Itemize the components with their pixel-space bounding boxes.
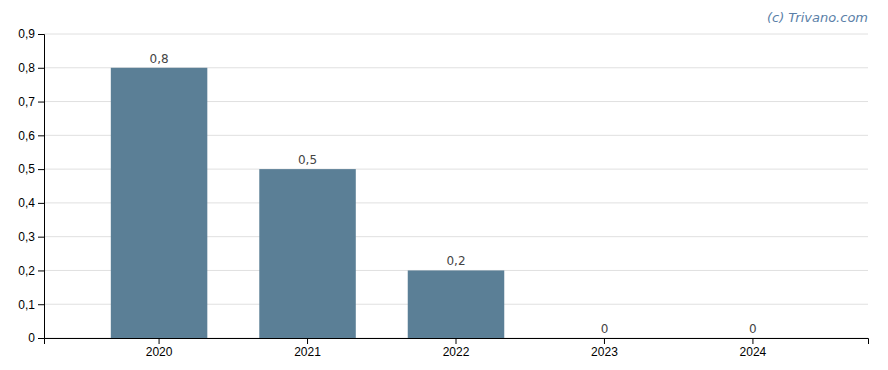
x-axis: 2020 2021 2022 2023 2024 — [45, 338, 869, 359]
plot: 0 0,1 0,2 0,3 0,4 0,5 0,6 0,7 0,8 0,9 2020 2021 2022… — [18, 27, 868, 358]
y-tick-mark — [38, 68, 44, 69]
data-label: 0 — [601, 322, 609, 336]
x-tick-mark — [159, 338, 160, 344]
y-tick-mark — [38, 338, 44, 339]
bars — [111, 68, 504, 338]
y-axis: 0 0,1 0,2 0,3 0,4 0,5 0,6 0,7 0,8 0,9 — [18, 27, 44, 345]
y-tick-label: 0,8 — [18, 61, 35, 75]
y-tick-mark — [38, 304, 44, 305]
y-tick: 0,8 — [18, 61, 44, 75]
x-tick: 2024 — [740, 338, 767, 359]
y-tick-mark — [38, 169, 44, 170]
bar — [111, 68, 208, 338]
x-tick-mark — [307, 338, 308, 344]
y-tick: 0,1 — [18, 298, 44, 312]
bar — [408, 270, 505, 338]
watermark: (c) Trivano.com — [767, 10, 868, 25]
y-tick-label: 0,3 — [18, 230, 35, 244]
y-tick-mark — [38, 270, 44, 271]
x-tick: 2023 — [591, 338, 618, 359]
y-tick-label: 0,2 — [18, 264, 35, 278]
x-tick-mark — [604, 338, 605, 344]
x-tick: 2020 — [146, 338, 173, 359]
x-tick: 2022 — [443, 338, 470, 359]
y-tick-mark — [38, 135, 44, 136]
y-tick-mark — [38, 34, 44, 35]
data-label: 0,8 — [150, 52, 169, 66]
y-tick-label: 0,6 — [18, 129, 35, 143]
chart: 0 0,1 0,2 0,3 0,4 0,5 0,6 0,7 0,8 0,9 2020 2021 2022… — [0, 0, 888, 370]
data-labels: 0,8 0,5 0,2 0 0 — [150, 52, 757, 336]
y-tick-mark — [38, 102, 44, 103]
y-tick-label: 0,7 — [18, 95, 35, 109]
y-tick-label: 0,5 — [18, 162, 35, 176]
grid-line — [44, 34, 868, 35]
data-label: 0 — [749, 322, 757, 336]
y-tick-mark — [38, 203, 44, 204]
x-tick-mark — [752, 338, 753, 344]
y-tick: 0,9 — [18, 27, 44, 41]
bar — [705, 338, 802, 339]
y-tick: 0,5 — [18, 162, 44, 176]
bar — [259, 169, 356, 338]
y-tick-label: 0 — [28, 331, 35, 345]
y-tick: 0 — [28, 331, 44, 345]
bar — [556, 338, 653, 339]
x-tick-label: 2022 — [443, 345, 470, 359]
y-tick: 0,2 — [18, 264, 44, 278]
y-tick-label: 0,9 — [18, 27, 35, 41]
grid — [44, 34, 868, 338]
data-label: 0,5 — [298, 153, 317, 167]
y-tick: 0,6 — [18, 129, 44, 143]
x-tick-mark — [456, 338, 457, 344]
y-axis-line — [38, 35, 45, 339]
x-tick-label: 2023 — [591, 345, 618, 359]
y-tick: 0,7 — [18, 95, 44, 109]
data-label: 0,2 — [446, 254, 465, 268]
y-tick-mark — [38, 237, 44, 238]
y-tick-label: 0,1 — [18, 298, 35, 312]
y-tick: 0,3 — [18, 230, 44, 244]
x-tick-label: 2020 — [146, 345, 173, 359]
x-tick: 2021 — [294, 338, 321, 359]
x-tick-label: 2024 — [740, 345, 767, 359]
y-tick: 0,4 — [18, 196, 44, 210]
y-tick-label: 0,4 — [18, 196, 35, 210]
x-axis-line — [45, 339, 869, 345]
annotations: (c) Trivano.com — [767, 10, 868, 25]
x-tick-label: 2021 — [294, 345, 321, 359]
